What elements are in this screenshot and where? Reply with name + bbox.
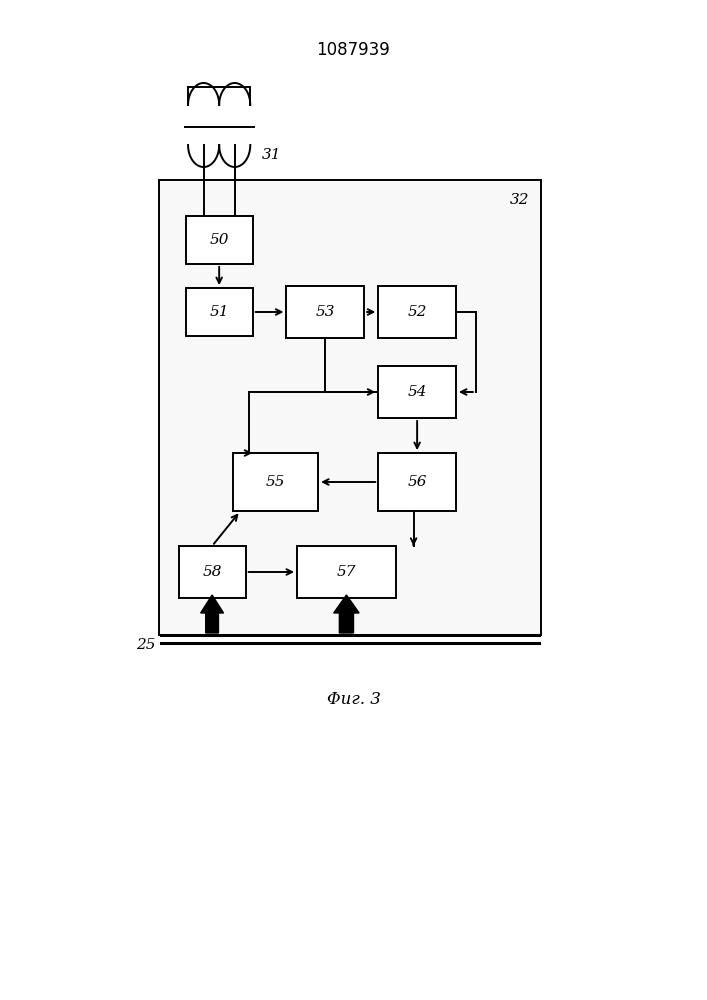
Text: 25: 25 <box>136 638 156 652</box>
Text: 55: 55 <box>266 475 286 489</box>
Bar <box>378 286 456 338</box>
Text: 56: 56 <box>407 475 427 489</box>
Bar <box>378 453 456 511</box>
Bar <box>233 453 318 511</box>
Bar <box>159 180 541 635</box>
FancyArrow shape <box>201 595 223 633</box>
FancyArrow shape <box>334 595 359 633</box>
Text: Φиг. 3: Φиг. 3 <box>327 692 380 708</box>
Text: 58: 58 <box>202 565 222 579</box>
Bar <box>178 546 246 598</box>
Bar <box>185 216 253 264</box>
Text: 50: 50 <box>209 233 229 247</box>
Bar <box>286 286 364 338</box>
Text: 32: 32 <box>510 193 530 207</box>
Bar <box>185 288 253 336</box>
Bar <box>378 366 456 418</box>
Text: 53: 53 <box>315 305 335 319</box>
Text: 1087939: 1087939 <box>317 41 390 59</box>
Text: 54: 54 <box>407 385 427 399</box>
Text: 51: 51 <box>209 305 229 319</box>
Text: 52: 52 <box>407 305 427 319</box>
Bar <box>297 546 396 598</box>
Text: 57: 57 <box>337 565 356 579</box>
Text: 31: 31 <box>262 148 281 162</box>
